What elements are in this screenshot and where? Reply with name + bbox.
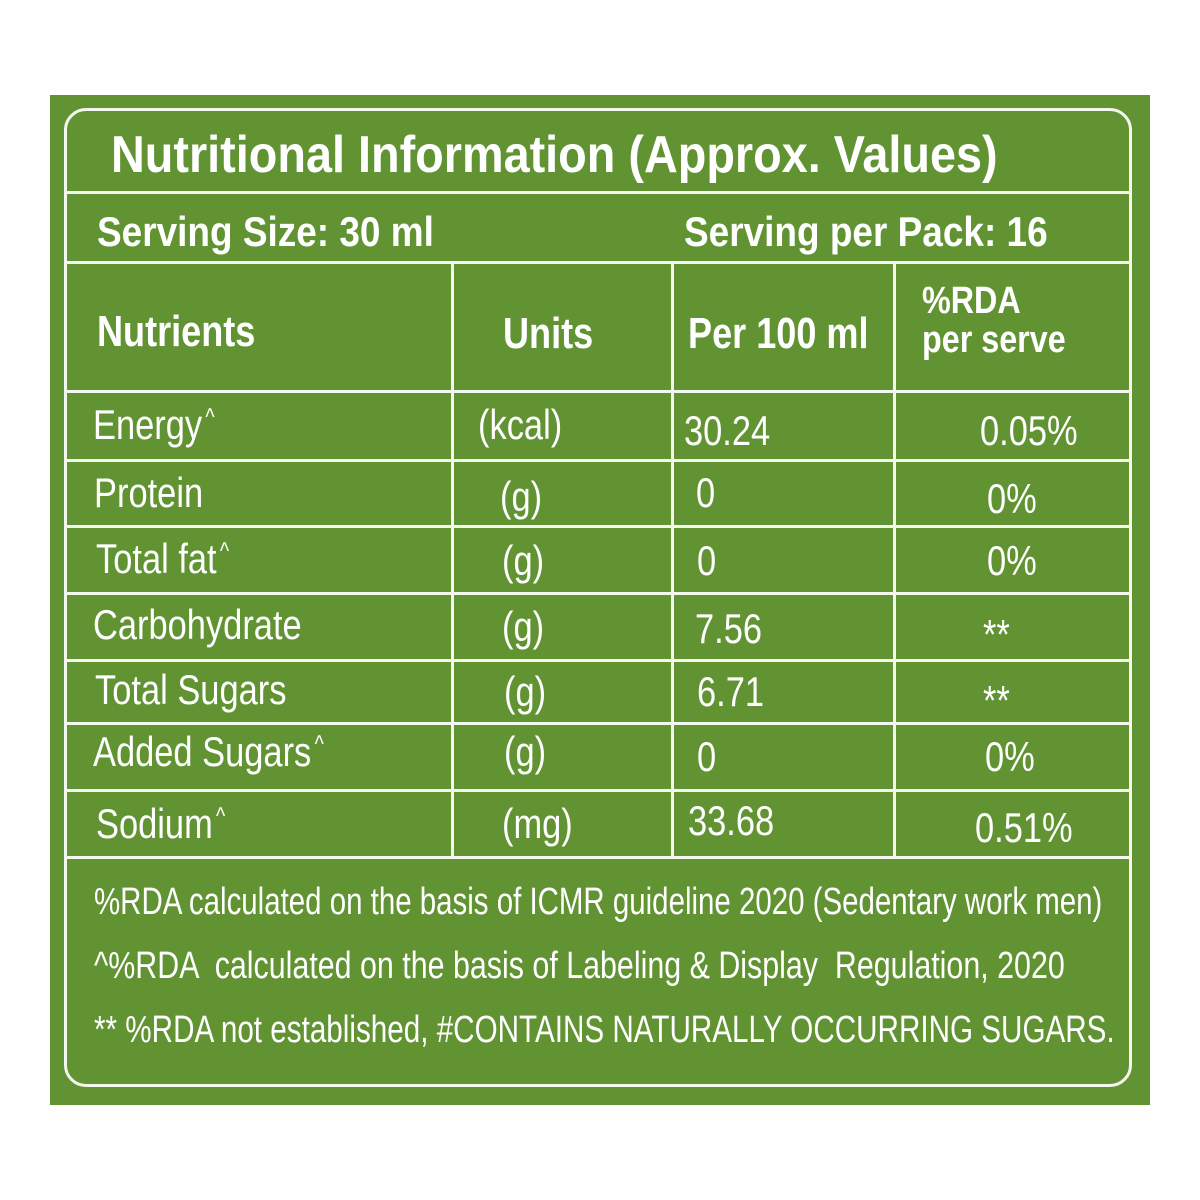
table-row-per-100ml: 7.56 xyxy=(695,605,763,652)
table-row-per-100ml: 0 xyxy=(696,469,716,516)
divider-table-bottom xyxy=(67,856,1129,859)
table-row-unit: (g) xyxy=(504,668,547,715)
table-row-unit: (mg) xyxy=(502,800,573,847)
serving-size: Serving Size: 30 ml xyxy=(97,208,434,255)
divider-header xyxy=(67,390,1129,393)
nutrient-name: Total Sugars xyxy=(95,666,287,713)
table-row-nutrient: Total fat ^ xyxy=(96,535,229,583)
table-row-nutrient: Energy ^ xyxy=(93,401,215,449)
footnote-not-established: ** %RDA not established, #CONTAINS NATUR… xyxy=(94,1009,1115,1051)
caret-marker: ^ xyxy=(216,803,226,830)
divider-title xyxy=(67,191,1129,194)
table-row-per-100ml: 30.24 xyxy=(684,407,771,454)
divider-row xyxy=(67,592,1129,595)
footnote-labeling: ^%RDA calculated on the basis of Labelin… xyxy=(94,945,1065,987)
table-row-per-100ml: 0 xyxy=(697,733,717,780)
caret-marker: ^ xyxy=(314,731,324,758)
table-row-unit: (g) xyxy=(500,473,543,520)
table-row-unit: (g) xyxy=(502,603,545,650)
divider-row xyxy=(67,459,1129,462)
nutrient-name: Total fat xyxy=(96,535,217,582)
column-divider-1 xyxy=(451,261,454,856)
table-row-rda: 0% xyxy=(985,733,1035,780)
table-row-rda: 0.05% xyxy=(980,407,1078,454)
caret-marker: ^ xyxy=(205,404,215,431)
nutrient-name: Protein xyxy=(94,469,204,516)
divider-row xyxy=(67,659,1129,662)
table-row-per-100ml: 33.68 xyxy=(688,797,775,844)
label-title: Nutritional Information (Approx. Values) xyxy=(111,126,998,184)
table-row-rda: 0% xyxy=(987,537,1037,584)
table-row-unit: (g) xyxy=(502,537,545,584)
header-nutrients: Nutrients xyxy=(97,307,256,356)
column-divider-2 xyxy=(671,261,674,856)
header-rda-line2: per serve xyxy=(922,319,1066,361)
nutrition-label-frame: Nutritional Information (Approx. Values)… xyxy=(64,108,1132,1087)
table-row-unit: (kcal) xyxy=(478,401,563,448)
table-row-per-100ml: 6.71 xyxy=(697,668,765,715)
divider-row xyxy=(67,722,1129,725)
table-row-unit: (g) xyxy=(504,728,547,775)
servings-per-pack: Serving per Pack: 16 xyxy=(684,208,1048,255)
divider-row xyxy=(67,789,1129,792)
column-divider-3 xyxy=(893,261,896,856)
table-row-nutrient: Protein xyxy=(94,469,206,517)
nutrient-name: Sodium xyxy=(96,800,213,847)
table-row-rda: ** xyxy=(983,677,1010,724)
nutrition-label-panel: Nutritional Information (Approx. Values)… xyxy=(50,95,1150,1105)
table-row-per-100ml: 0 xyxy=(697,537,717,584)
nutrient-name: Added Sugars xyxy=(93,728,312,775)
header-rda-line1: %RDA xyxy=(922,280,1021,322)
table-row-rda: ** xyxy=(983,611,1010,658)
table-row-nutrient: Sodium ^ xyxy=(96,800,225,848)
header-units: Units xyxy=(503,309,594,358)
header-per-100ml: Per 100 ml xyxy=(688,309,869,358)
table-row-rda: 0.51% xyxy=(975,804,1073,851)
table-row-rda: 0% xyxy=(987,475,1037,522)
caret-marker: ^ xyxy=(219,538,230,565)
table-row-nutrient: Total Sugars xyxy=(95,666,290,714)
nutrient-name: Carbohydrate xyxy=(93,601,302,648)
footnote-icmr: %RDA calculated on the basis of ICMR gui… xyxy=(94,881,1103,923)
table-row-nutrient: Carbohydrate xyxy=(93,601,305,649)
divider-serving xyxy=(67,261,1129,264)
divider-row xyxy=(67,525,1129,528)
table-row-nutrient: Added Sugars ^ xyxy=(93,728,324,776)
nutrient-name: Energy xyxy=(93,401,203,448)
